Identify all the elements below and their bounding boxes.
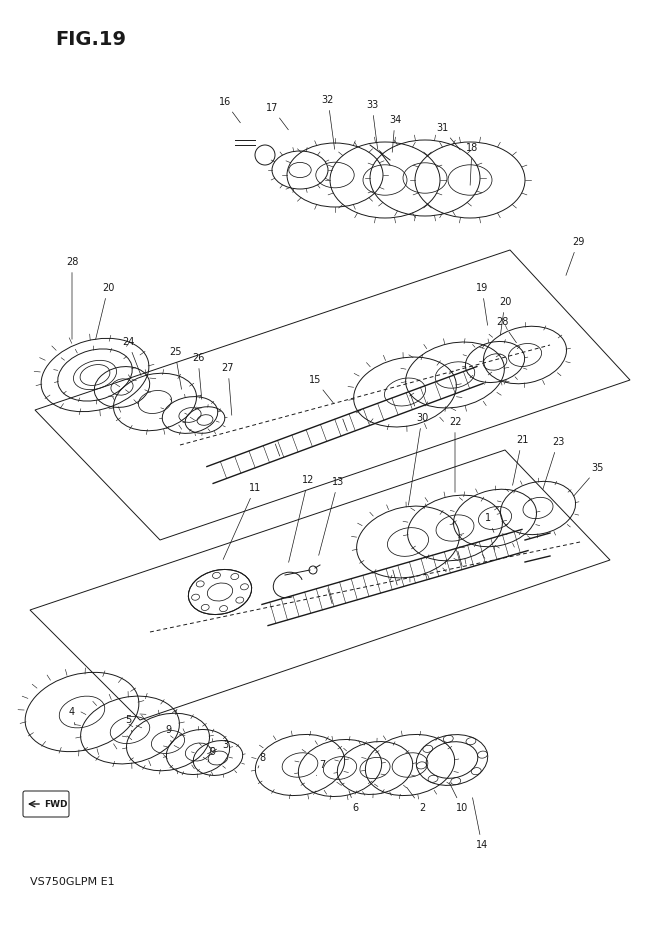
Text: 28: 28 — [496, 317, 516, 343]
Circle shape — [309, 566, 317, 574]
Text: FIG.19: FIG.19 — [55, 30, 126, 49]
Text: 12: 12 — [289, 475, 314, 563]
Text: 16: 16 — [219, 97, 240, 123]
Text: 30: 30 — [409, 413, 428, 505]
Text: 15: 15 — [309, 375, 333, 403]
Text: FWD: FWD — [44, 800, 68, 808]
Text: 17: 17 — [266, 103, 289, 130]
FancyBboxPatch shape — [23, 791, 69, 817]
Text: 3: 3 — [207, 740, 228, 753]
Text: 31: 31 — [436, 123, 461, 150]
Text: 18: 18 — [466, 143, 478, 185]
Text: 13: 13 — [319, 477, 344, 555]
Text: 28: 28 — [66, 257, 78, 339]
Text: VS750GLPM E1: VS750GLPM E1 — [30, 877, 115, 887]
Text: 21: 21 — [512, 435, 528, 485]
Text: 9: 9 — [208, 747, 215, 762]
Text: 26: 26 — [192, 353, 204, 399]
Text: 22: 22 — [449, 417, 461, 492]
Text: 10: 10 — [449, 782, 468, 813]
Text: 23: 23 — [543, 437, 564, 489]
Text: 9: 9 — [165, 725, 171, 742]
Text: 14: 14 — [472, 798, 488, 850]
Text: 32: 32 — [322, 95, 335, 149]
Text: 7: 7 — [316, 760, 325, 776]
Text: 1: 1 — [485, 513, 494, 533]
Text: 35: 35 — [574, 463, 604, 496]
Text: 6: 6 — [349, 790, 358, 813]
Text: 11: 11 — [223, 483, 261, 560]
Text: 27: 27 — [222, 363, 234, 415]
Text: 33: 33 — [366, 100, 378, 149]
Text: 25: 25 — [169, 347, 182, 390]
Text: 29: 29 — [566, 237, 584, 275]
Text: 20: 20 — [96, 283, 114, 339]
Text: 5: 5 — [125, 715, 132, 732]
Text: 20: 20 — [499, 297, 511, 335]
Text: 24: 24 — [122, 337, 141, 376]
Text: 8: 8 — [258, 753, 265, 768]
Text: 2: 2 — [407, 787, 425, 813]
Text: 19: 19 — [476, 283, 488, 325]
Text: 4: 4 — [69, 707, 75, 725]
Text: 34: 34 — [389, 115, 401, 153]
